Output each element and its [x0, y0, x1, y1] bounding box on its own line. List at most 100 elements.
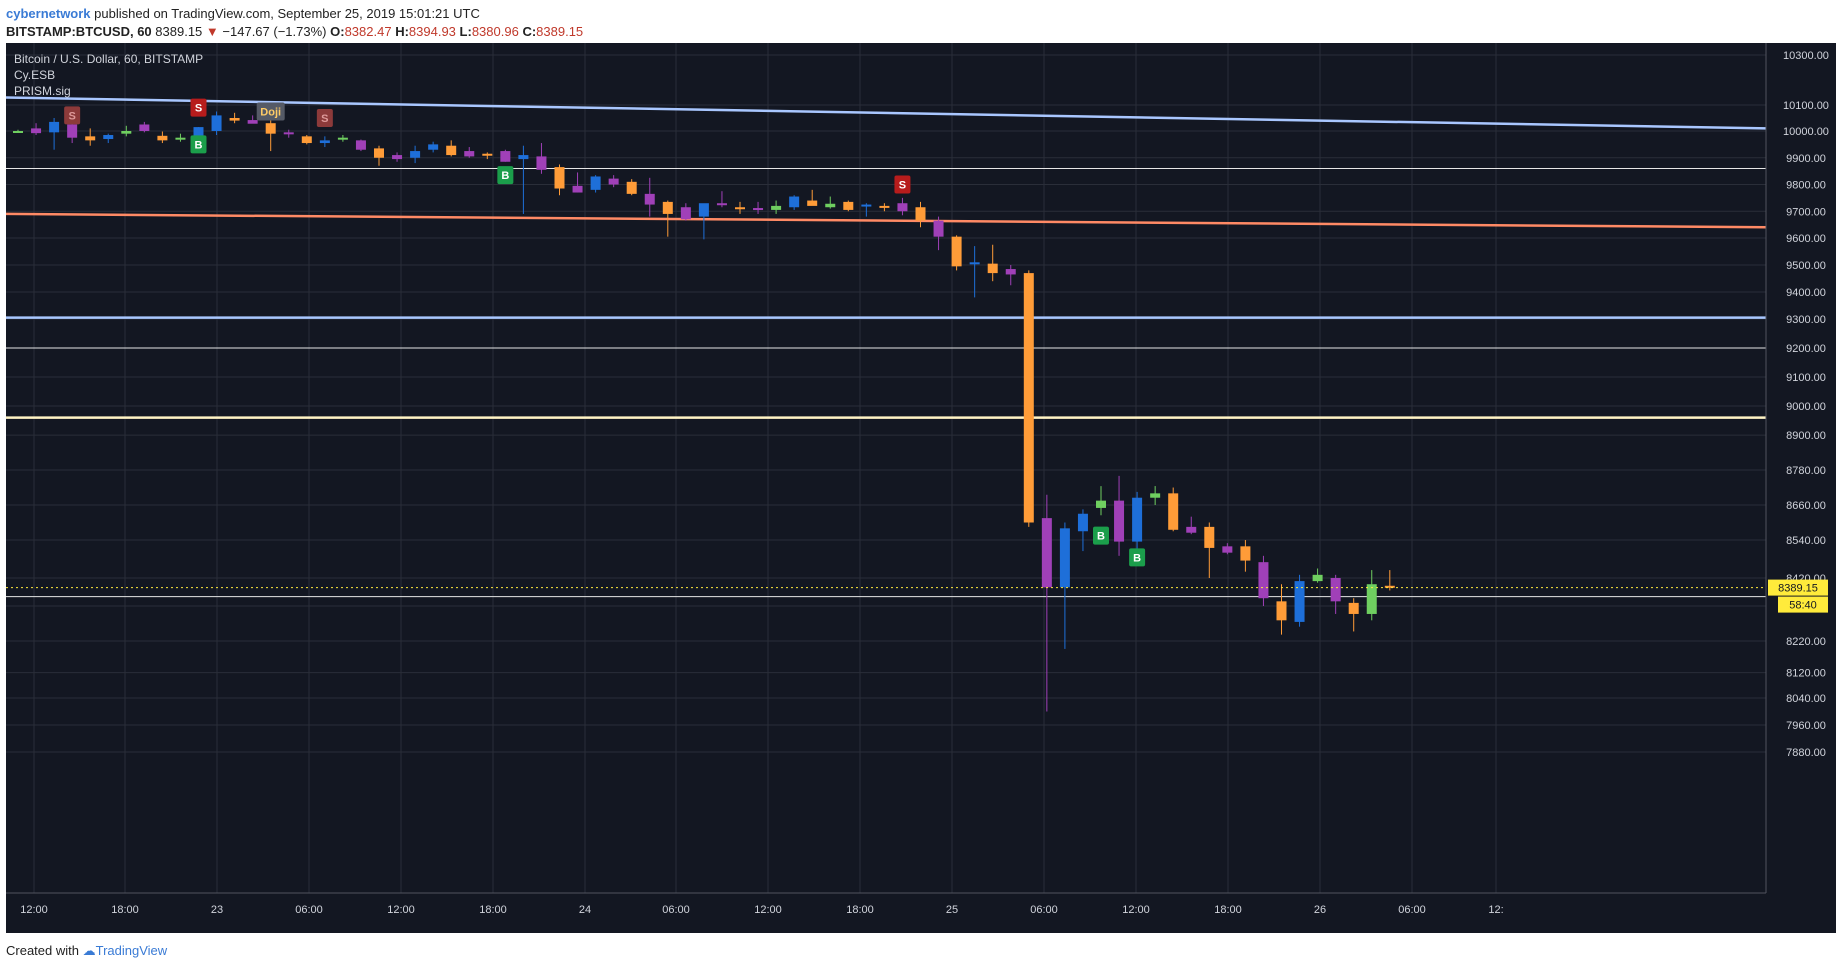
- signal-label: B: [195, 139, 203, 151]
- price-tick-label: 9300.00: [1786, 314, 1826, 326]
- footer: Created with ☁TradingView: [6, 943, 167, 959]
- publisher-name[interactable]: cybernetwork: [6, 6, 91, 21]
- countdown-text: 58:40: [1789, 600, 1817, 612]
- publish-line: cybernetwork published on TradingView.co…: [6, 6, 480, 21]
- signal-label: S: [321, 113, 328, 125]
- price-tick-label: 9000.00: [1786, 401, 1826, 413]
- last-price: 8389.15: [155, 24, 203, 39]
- down-arrow-icon: ▼: [205, 24, 219, 39]
- signal-markers: S S B Doji S B S B B: [64, 98, 1146, 567]
- candle-body: [1005, 269, 1016, 275]
- candle-body: [915, 207, 926, 221]
- legend-title: Bitcoin / U.S. Dollar, 60, BITSTAMP: [14, 52, 203, 66]
- candle-body: [337, 137, 348, 140]
- low-value: 8380.96: [471, 24, 519, 39]
- candle-body: [608, 178, 619, 185]
- price-tick-label: 8040.00: [1786, 693, 1826, 705]
- price-tick-label: 8660.00: [1786, 500, 1826, 512]
- candle-body: [807, 200, 818, 206]
- candle-body: [229, 118, 240, 121]
- candle-body: [933, 220, 944, 237]
- signal-marker: [64, 106, 81, 125]
- candle-body: [1222, 546, 1233, 553]
- time-tick-label: 18:00: [479, 904, 507, 916]
- price-tick-label: 8780.00: [1786, 465, 1826, 477]
- candle-body: [987, 263, 998, 274]
- close-label: C:: [522, 24, 537, 39]
- candle-body: [572, 185, 583, 193]
- candle-body: [590, 176, 601, 190]
- price-axis[interactable]: 10300.00 10100.00 10000.00 9900.00 9800.00 97…: [1783, 50, 1829, 759]
- trend-lines: [6, 96, 1767, 598]
- price-tick-label: 9800.00: [1786, 180, 1826, 192]
- candle-body: [500, 151, 511, 162]
- candle-body: [825, 203, 836, 208]
- candles: [13, 111, 1395, 712]
- candle-body: [753, 208, 764, 211]
- candle-body: [1059, 528, 1070, 588]
- price-tick-label: 10100.00: [1783, 100, 1829, 112]
- candle-body: [103, 135, 114, 140]
- price-tick-label: 9400.00: [1786, 287, 1826, 299]
- legend-indicator-1: Cy.ESB: [14, 68, 55, 82]
- price-tick-label: 8120.00: [1786, 668, 1826, 680]
- candle-body: [1240, 546, 1251, 561]
- time-axis[interactable]: 12:00 18:00 23 06:00 12:00 18:00 24 06:00 12:00 1…: [20, 904, 1503, 916]
- candle-body: [1150, 493, 1161, 498]
- signal-label: S: [68, 110, 75, 122]
- time-tick-label: 18:00: [111, 904, 139, 916]
- time-tick-label: 06:00: [295, 904, 323, 916]
- current-price-text: 8389.15: [1778, 583, 1818, 595]
- chart-header: cybernetwork published on TradingView.co…: [6, 4, 1836, 40]
- candle-body: [211, 115, 222, 131]
- chart-area[interactable]: S S B Doji S B S B B 10300.00 10100.00 10000.00 990…: [6, 43, 1836, 933]
- time-tick-label: 12:00: [20, 904, 48, 916]
- time-tick-label: 12:: [1488, 904, 1503, 916]
- symbol-label: BITSTAMP:BTCUSD, 60: [6, 24, 152, 39]
- close-value: 8389.15: [536, 24, 584, 39]
- signal-marker: [894, 175, 911, 194]
- candle-body: [1114, 500, 1125, 542]
- price-tick-label: 9500.00: [1786, 260, 1826, 272]
- signal-marker: [190, 98, 207, 117]
- candle-body: [85, 136, 96, 141]
- price-tick-label: 9600.00: [1786, 233, 1826, 245]
- candle-body: [13, 131, 23, 133]
- candle-body: [843, 201, 854, 210]
- candle-body: [1077, 513, 1088, 532]
- tradingview-brand[interactable]: TradingView: [95, 943, 168, 958]
- price-tick-label: 8900.00: [1786, 430, 1826, 442]
- signal-label: B: [1133, 552, 1141, 564]
- time-tick-label: 12:00: [754, 904, 782, 916]
- candle-body: [464, 151, 475, 157]
- candle-body: [1168, 493, 1179, 530]
- candle-body: [428, 144, 439, 150]
- candle-body: [1330, 578, 1341, 602]
- candle-body: [121, 131, 132, 134]
- ohlc-line: BITSTAMP:BTCUSD, 60 8389.15 ▼ −147.67 (−…: [6, 24, 583, 39]
- price-tick-label: 8220.00: [1786, 636, 1826, 648]
- candle-body: [301, 136, 312, 144]
- time-tick-label: 23: [211, 904, 223, 916]
- candle-body: [410, 151, 421, 158]
- signal-marker: [316, 109, 333, 127]
- signal-label: B: [501, 170, 509, 182]
- candle-body: [67, 124, 78, 138]
- candle-body: [626, 181, 637, 194]
- candle-body: [319, 140, 330, 144]
- candle-body: [1384, 585, 1395, 588]
- price-tick-label: 9100.00: [1786, 372, 1826, 384]
- candle-body: [861, 204, 872, 207]
- candle-body: [482, 153, 493, 156]
- candle-body: [283, 132, 294, 135]
- candle-body: [157, 135, 168, 141]
- candlestick-chart[interactable]: S S B Doji S B S B B 10300.00 10100.00 10000.00 990…: [6, 43, 1836, 933]
- time-axis-panel: [6, 893, 1836, 933]
- price-tick-label: 10000.00: [1783, 126, 1829, 138]
- candle-body: [1294, 581, 1305, 622]
- candle-body: [771, 205, 782, 210]
- time-tick-label: 24: [579, 904, 591, 916]
- candle-body: [554, 167, 565, 189]
- high-value: 8394.93: [408, 24, 456, 39]
- signal-label: Doji: [260, 107, 281, 119]
